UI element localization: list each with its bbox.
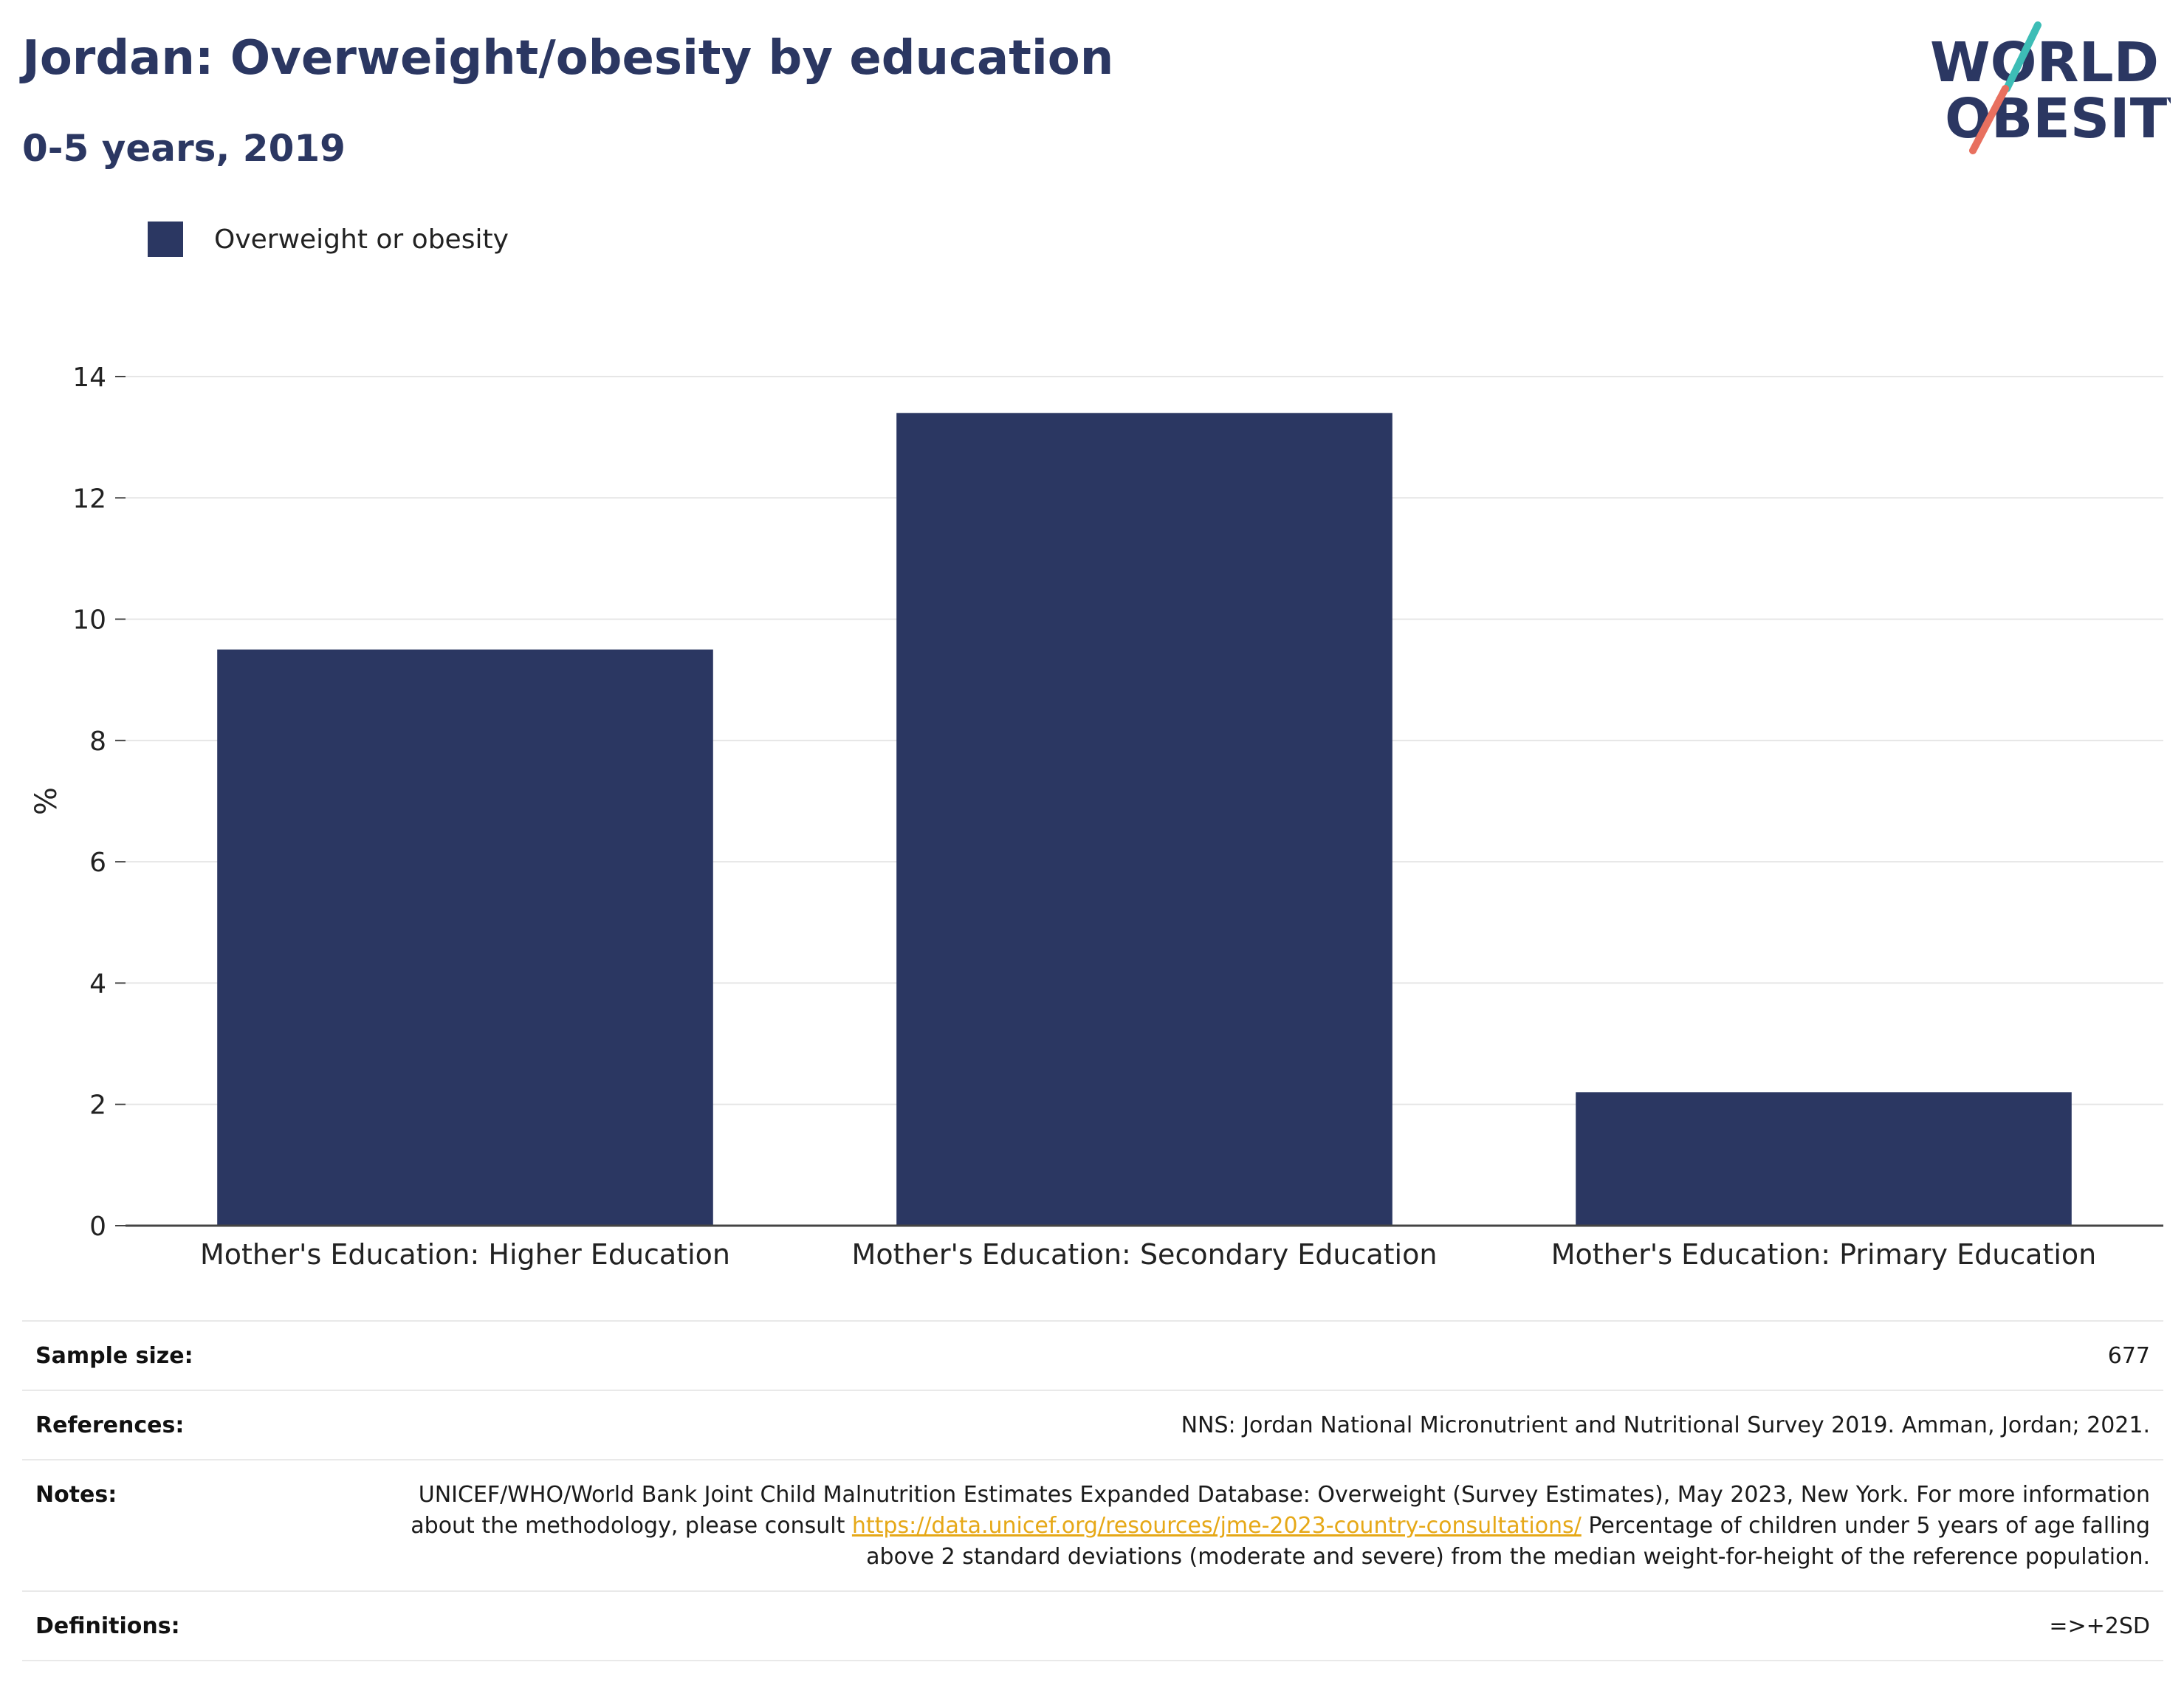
- legend-label-overweight: Overweight or obesity: [214, 224, 509, 255]
- bar: [1576, 1092, 2072, 1226]
- references-value: NNS: Jordan National Micronutrient and N…: [1181, 1412, 2150, 1438]
- y-axis-label: %: [30, 787, 63, 815]
- definitions-value: =>+2SD: [2049, 1613, 2150, 1639]
- references-label: References:: [35, 1412, 185, 1438]
- info-row-notes: Notes: UNICEF/WHO/World Bank Joint Child…: [22, 1460, 2163, 1592]
- info-row-references: References: NNS: Jordan National Micronu…: [22, 1391, 2163, 1460]
- info-row-definitions: Definitions: =>+2SD: [22, 1592, 2163, 1661]
- logo-slash-teal: [2003, 21, 2042, 92]
- x-category-label: Mother's Education: Higher Education: [200, 1238, 730, 1271]
- bar-chart: 0 2 4 6 8 10 12 14% Mother's Education: Higher E…: [30, 363, 2163, 1271]
- chart-legend[interactable]: Overweight or obesity: [148, 222, 509, 257]
- y-tick-label: 10: [72, 605, 106, 636]
- y-tick-label: 2: [89, 1091, 106, 1121]
- info-table: Sample size: 677 References: NNS: Jordan…: [22, 1320, 2163, 1661]
- x-category-label: Mother's Education: Primary Education: [1551, 1238, 2097, 1271]
- y-tick-label: 4: [89, 969, 106, 999]
- y-tick-label: 8: [89, 727, 106, 757]
- sample-size-label: Sample size:: [35, 1343, 193, 1369]
- x-category-label: Mother's Education: Secondary Education: [852, 1238, 1438, 1271]
- notes-text-definition: Percentage of children under 5 years of …: [866, 1513, 2150, 1570]
- y-tick-label: 0: [89, 1212, 106, 1242]
- info-row-sample-size: Sample size: 677: [22, 1322, 2163, 1391]
- y-tick-label: 12: [72, 484, 106, 514]
- notes-value: UNICEF/WHO/World Bank Joint Child Malnut…: [408, 1480, 2150, 1573]
- definitions-label: Definitions:: [35, 1613, 180, 1639]
- world-obesity-logo: WORLD OBESITY: [1930, 21, 2171, 154]
- notes-text-intro: UNICEF/WHO/World Bank Joint Child Malnut…: [411, 1482, 2150, 1539]
- notes-label: Notes:: [35, 1482, 117, 1508]
- bar: [896, 413, 1393, 1226]
- chart-subtitle: 0-5 years, 2019: [22, 127, 346, 170]
- sample-size-value: 677: [2107, 1343, 2150, 1369]
- legend-swatch-overweight: [148, 222, 183, 257]
- y-tick-label: 14: [72, 363, 106, 393]
- logo-slash-coral: [1969, 85, 2009, 154]
- logo-word-world: WORLD: [1930, 31, 2159, 95]
- notes-methodology-link[interactable]: https://data.unicef.org/resources/jme-20…: [851, 1513, 1582, 1539]
- bar: [217, 649, 713, 1226]
- y-tick-label: 6: [89, 848, 106, 878]
- chart-title: Jordan: Overweight/obesity by education: [22, 31, 1114, 86]
